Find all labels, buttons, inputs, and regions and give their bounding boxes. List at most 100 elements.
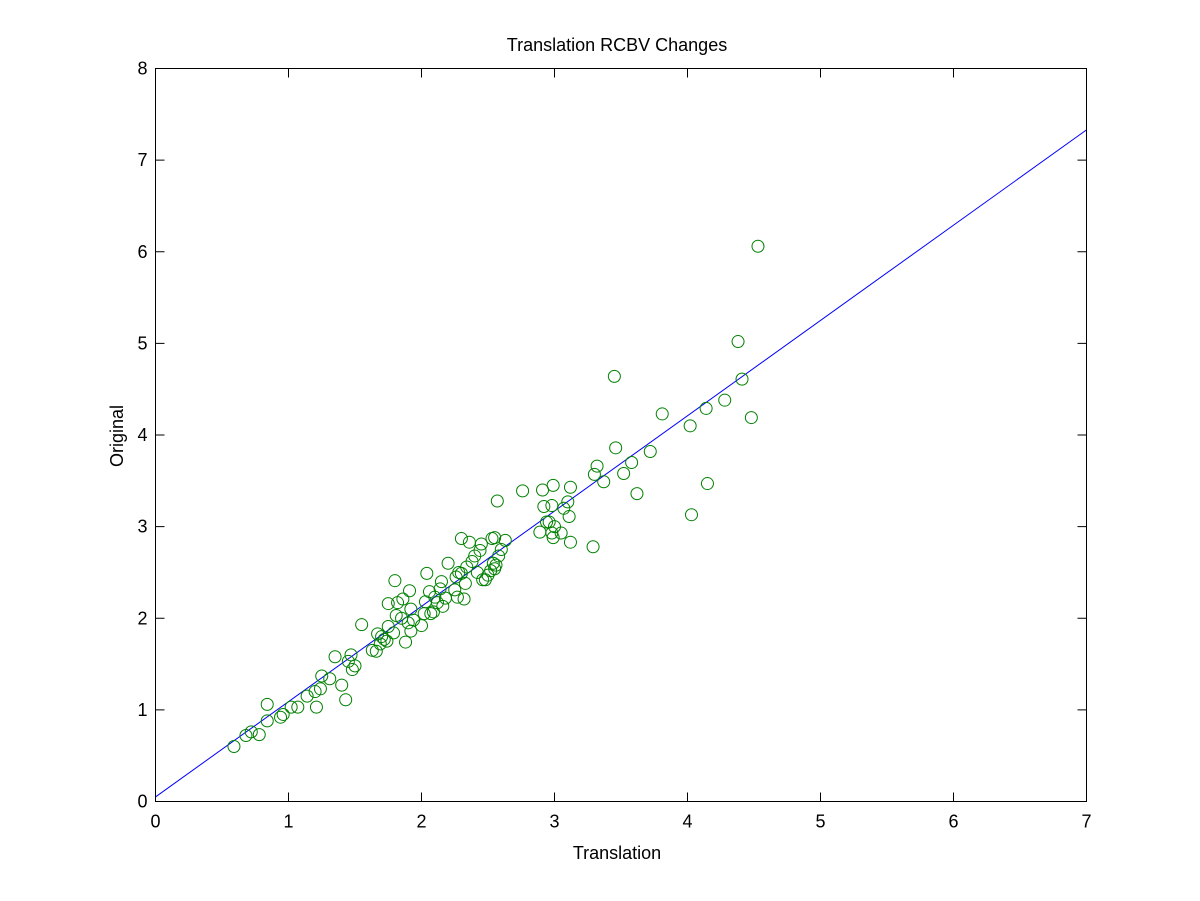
- scatter-point: [554, 526, 568, 540]
- scatter-point: [562, 510, 576, 524]
- scatter-point: [699, 401, 713, 415]
- y-tick-label: 7: [137, 150, 147, 170]
- scatter-point: [315, 669, 329, 683]
- scatter-point: [540, 515, 554, 529]
- x-tick-label: 1: [283, 812, 293, 832]
- y-tick-label: 6: [137, 242, 147, 262]
- scatter-point: [227, 740, 241, 754]
- y-tick-label: 5: [137, 333, 147, 353]
- y-axis-label: Original: [107, 405, 127, 467]
- scatter-point: [375, 630, 389, 644]
- scatter-point: [744, 411, 758, 425]
- x-tick-label: 5: [815, 812, 825, 832]
- scatter-point: [488, 531, 502, 545]
- scatter-point: [563, 535, 577, 549]
- x-tick-label: 2: [416, 812, 426, 832]
- scatter-point: [396, 592, 410, 606]
- scatter-point: [348, 659, 362, 673]
- scatter-point: [546, 531, 560, 545]
- scatter-point: [323, 672, 337, 686]
- scatter-point: [252, 728, 266, 742]
- fit-line: [155, 129, 1087, 798]
- y-tick-label: 8: [137, 59, 147, 79]
- plot-frame: [155, 68, 1087, 802]
- scatter-point: [546, 478, 560, 492]
- x-tick-label: 0: [150, 812, 160, 832]
- scatter-point: [470, 565, 484, 579]
- scatter-point: [700, 477, 714, 491]
- scatter-point: [313, 682, 327, 696]
- scatter-point: [420, 566, 434, 580]
- scatter-point: [609, 441, 623, 455]
- scatter-point: [489, 558, 503, 572]
- scatter-point: [387, 626, 401, 640]
- x-tick-label: 3: [549, 812, 559, 832]
- scatter-point: [381, 597, 395, 611]
- scatter-point: [369, 644, 383, 658]
- scatter-point: [244, 725, 258, 739]
- scatter-point: [516, 484, 530, 498]
- scatter-point: [403, 584, 417, 598]
- scatter-point: [590, 459, 604, 473]
- scatter-point: [441, 556, 455, 570]
- scatter-point: [545, 526, 559, 540]
- y-tick-label: 2: [137, 608, 147, 628]
- scatter-point: [490, 494, 504, 508]
- scatter-point: [335, 678, 349, 692]
- scatter-point: [563, 480, 577, 494]
- scatter-point: [291, 700, 305, 714]
- scatter-point: [309, 700, 323, 714]
- y-tick-label: 3: [137, 517, 147, 537]
- scatter-point: [424, 607, 438, 621]
- scatter-point: [341, 654, 355, 668]
- y-tick-label: 0: [137, 792, 147, 812]
- x-axis-label: Translation: [573, 843, 661, 863]
- scatter-point: [607, 369, 621, 383]
- scatter-point: [492, 549, 506, 563]
- scatter-point: [586, 540, 600, 554]
- scatter-point: [643, 444, 657, 458]
- scatter-point: [454, 532, 468, 546]
- scatter-point: [457, 592, 471, 606]
- scatter-point: [377, 632, 391, 646]
- scatter-point: [355, 618, 369, 632]
- scatter-point: [434, 575, 448, 589]
- scatter-point: [683, 419, 697, 433]
- scatter-point: [274, 710, 288, 724]
- scatter-point: [339, 693, 353, 707]
- y-tick-label: 1: [137, 700, 147, 720]
- scatter-point: [450, 590, 464, 604]
- scatter-point: [399, 635, 413, 649]
- scatter-point: [655, 407, 669, 421]
- scatter-point: [373, 637, 387, 651]
- scatter-point: [276, 707, 290, 721]
- scatter-point: [536, 483, 550, 497]
- chart-title: Translation RCBV Changes: [507, 35, 727, 55]
- scatter-point: [587, 467, 601, 481]
- plot-area: 0 1 2 3 4 5 6 7 0 1 2 3 4 5 6 7 8: [137, 59, 1091, 832]
- scatter-point: [625, 455, 639, 469]
- scatter-point: [328, 650, 342, 664]
- x-tick-label: 7: [1081, 812, 1091, 832]
- scatter-point: [537, 499, 551, 513]
- scatter-point: [751, 239, 765, 253]
- scatter-point: [630, 487, 644, 501]
- scatter-point: [545, 499, 559, 513]
- y-tick-label: 4: [137, 425, 147, 445]
- scatter-point: [260, 714, 274, 728]
- scatter-point: [494, 543, 508, 557]
- x-tick-label: 4: [682, 812, 692, 832]
- scatter-point: [388, 574, 402, 588]
- scatter-point: [260, 697, 274, 711]
- scatter-point: [473, 543, 487, 557]
- scatter-point: [380, 634, 394, 648]
- scatter-point: [597, 475, 611, 489]
- scatter-point: [476, 573, 490, 587]
- scatter-point: [300, 689, 314, 703]
- scatter-point: [735, 372, 749, 386]
- x-tick-label: 6: [948, 812, 958, 832]
- scatter-point: [458, 576, 472, 590]
- scatter-point: [617, 466, 631, 480]
